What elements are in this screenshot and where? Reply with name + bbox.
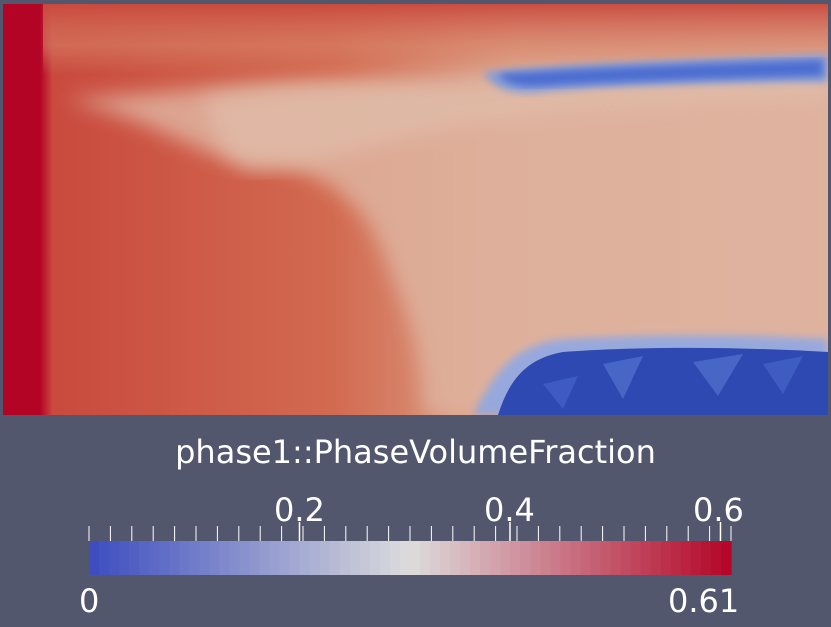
- scalar-bar-swatch: [179, 541, 190, 575]
- scalar-bar-swatch: [219, 541, 231, 575]
- scalar-bar-swatch: [319, 541, 331, 575]
- scalar-bar-swatch: [159, 541, 170, 575]
- scalar-bar-swatch: [450, 541, 461, 575]
- scalar-bar-swatch: [399, 541, 411, 575]
- upper-void-core: [498, 60, 823, 87]
- plume-upper-lobe: [203, 64, 828, 169]
- scalar-bar-swatch: [560, 541, 572, 575]
- scalar-bar-swatch: [640, 541, 652, 575]
- scalar-bar-swatch: [630, 541, 642, 575]
- scalar-bar-swatch: [530, 541, 542, 575]
- scalar-bar-swatch: [620, 541, 632, 575]
- scalar-bar-swatch: [199, 541, 210, 575]
- lower-void-region: [498, 347, 828, 415]
- scalar-bar-swatch: [700, 541, 712, 575]
- scalar-bar-swatch: [480, 541, 491, 575]
- scalar-bar-swatch: [139, 541, 150, 575]
- scalar-bar-swatch: [249, 541, 261, 575]
- scalar-bar-swatch: [119, 541, 130, 575]
- scalar-bar-swatch: [690, 541, 702, 575]
- scalar-bar-swatch: [129, 541, 140, 575]
- scalar-bar-swatch: [490, 541, 501, 575]
- scalar-bar-swatch: [359, 541, 371, 575]
- inlet-wall: [3, 4, 39, 415]
- scalar-bar-swatch: [540, 541, 552, 575]
- scalar-bar-swatch: [580, 541, 592, 575]
- scalar-bar-swatch: [550, 541, 562, 575]
- scalar-bar-swatch: [239, 541, 251, 575]
- scalar-bar-swatch: [189, 541, 200, 575]
- scalar-bar-swatch: [610, 541, 622, 575]
- scalar-bar-swatch: [600, 541, 612, 575]
- scalar-bar-swatch: [349, 541, 361, 575]
- scalar-bar-swatch: [269, 541, 281, 575]
- scalar-bar-swatch: [89, 541, 100, 575]
- scalar-bar-swatch: [500, 541, 511, 575]
- scalar-bar-swatch: [570, 541, 582, 575]
- range-max-label: 0.61: [668, 582, 740, 620]
- scalar-bar-swatch: [650, 541, 662, 575]
- scalar-bar-swatch: [299, 541, 311, 575]
- scalar-bar-swatch: [309, 541, 321, 575]
- scalar-bar-swatch: [720, 541, 732, 575]
- scalar-bar-swatch: [520, 541, 531, 575]
- range-min-label: 0: [79, 582, 100, 620]
- scalar-bar-swatch: [680, 541, 692, 575]
- scalar-bar[interactable]: [0, 515, 831, 587]
- scalar-bar-colors: [89, 541, 732, 575]
- scalar-bar-title: phase1::PhaseVolumeFraction: [175, 433, 656, 471]
- scalar-bar-swatch: [389, 541, 401, 575]
- scalar-bar-swatch: [209, 541, 221, 575]
- scalar-bar-swatch: [259, 541, 271, 575]
- scalar-bar-swatch: [339, 541, 351, 575]
- scalar-bar-swatch: [410, 541, 421, 575]
- scalar-bar-swatch: [510, 541, 521, 575]
- scalar-bar-swatch: [99, 541, 110, 575]
- scalar-bar-swatch: [329, 541, 341, 575]
- scalar-bar-swatch: [379, 541, 391, 575]
- major-tick-label: 0.6: [693, 491, 744, 529]
- scalar-bar-swatch: [430, 541, 441, 575]
- volume-fraction-render[interactable]: [3, 4, 828, 415]
- scalar-bar-swatch: [289, 541, 301, 575]
- scalar-bar-swatch: [279, 541, 291, 575]
- scalar-bar-swatch: [440, 541, 451, 575]
- scalar-bar-swatch: [109, 541, 120, 575]
- scalar-bar-ticks: [88, 522, 732, 541]
- lower-void-facets: [543, 354, 803, 409]
- scalar-bar-swatch: [470, 541, 481, 575]
- scalar-bar-swatch: [670, 541, 682, 575]
- scalar-bar-swatch: [590, 541, 602, 575]
- scalar-bar-swatch: [660, 541, 672, 575]
- scalar-bar-swatch: [149, 541, 160, 575]
- scalar-bar-swatch: [369, 541, 381, 575]
- scalar-bar-swatch: [169, 541, 180, 575]
- scalar-bar-swatch: [420, 541, 431, 575]
- scalar-bar-swatch: [710, 541, 722, 575]
- scalar-bar-swatch: [460, 541, 471, 575]
- scalar-bar-swatch: [229, 541, 241, 575]
